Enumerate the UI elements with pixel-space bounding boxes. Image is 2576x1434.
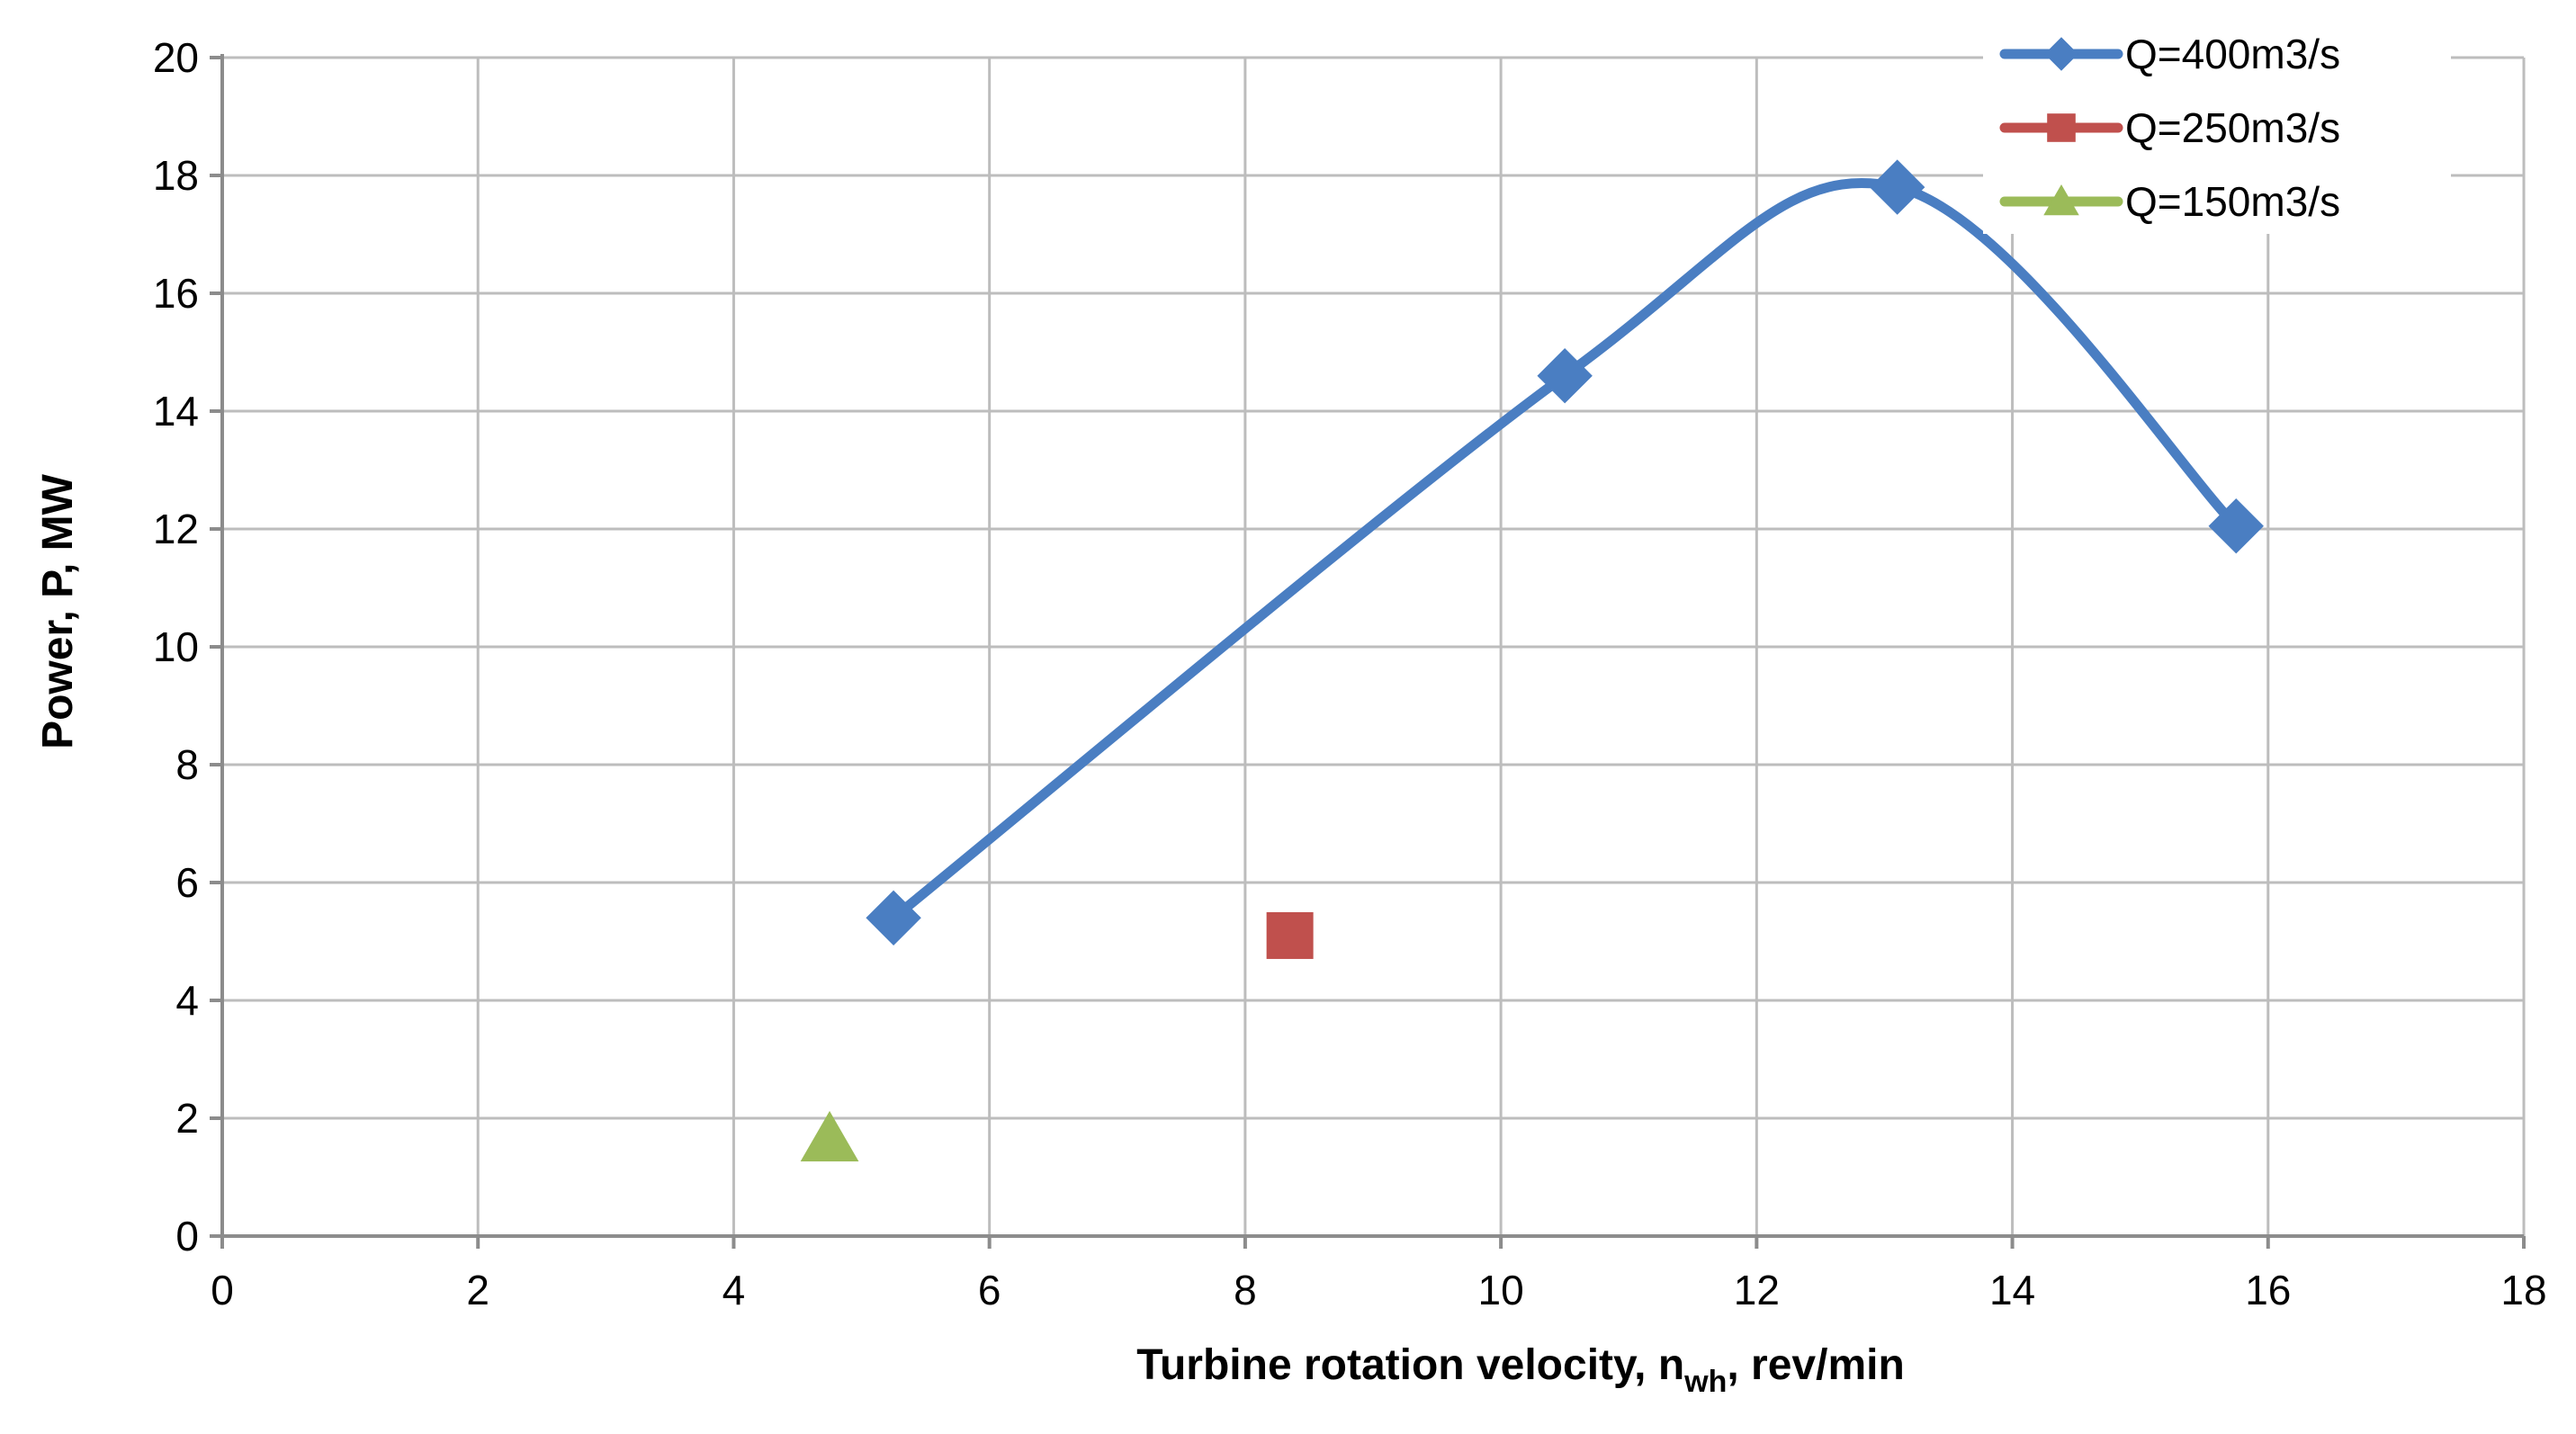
x-tick-label: 8 (1234, 1267, 1257, 1313)
y-tick-label: 6 (175, 859, 199, 906)
tick-labels: 0 2 4 6 8 10 12 14 16 18 20 0 2 4 6 8 10 12 14 16 18 (153, 34, 2547, 1313)
x-tick-label: 14 (1989, 1267, 2035, 1313)
data-point (1537, 347, 1593, 404)
legend: Q=400m3/s Q=250m3/s Q=150m3/s (1983, 22, 2451, 234)
y-tick-label: 16 (153, 270, 199, 317)
data-point (1869, 159, 1925, 215)
legend-label: Q=250m3/s (2125, 104, 2340, 151)
y-tick-label: 18 (153, 152, 199, 199)
x-tick-label: 4 (723, 1267, 746, 1313)
legend-item: Q=150m3/s (1999, 178, 2340, 225)
x-tick-label: 18 (2500, 1267, 2546, 1313)
legend-marker (2044, 37, 2078, 71)
axes (210, 54, 2526, 1249)
legend-marker (2047, 113, 2076, 142)
x-tick-label: 6 (978, 1267, 1001, 1313)
legend-label: Q=400m3/s (2125, 31, 2340, 77)
series-line (888, 178, 2241, 923)
data-point (2208, 498, 2264, 554)
data-point (800, 1110, 859, 1162)
series-3 (800, 1110, 859, 1162)
x-tick-label: 0 (211, 1267, 234, 1313)
y-tick-label: 4 (175, 977, 199, 1024)
legend-item: Q=400m3/s (1999, 31, 2340, 77)
series-1 (866, 159, 2264, 946)
y-tick-label: 2 (175, 1095, 199, 1142)
y-tick-label: 10 (153, 623, 199, 670)
x-axis-title: Turbine rotation velocity, nwh, rev/min (1136, 1341, 1905, 1399)
series-2 (1266, 911, 1314, 959)
y-tick-label: 12 (153, 506, 199, 552)
data-point (866, 890, 921, 946)
x-tick-label: 2 (466, 1267, 489, 1313)
legend-label: Q=150m3/s (2125, 178, 2340, 225)
y-axis-title: Power, P, MW (34, 473, 82, 749)
x-tick-label: 12 (1734, 1267, 1780, 1313)
series-layer (800, 159, 2264, 1162)
x-tick-label: 10 (1478, 1267, 1524, 1313)
legend-item: Q=250m3/s (1999, 104, 2340, 151)
legend-marker (2043, 184, 2079, 216)
y-tick-label: 0 (175, 1213, 199, 1259)
x-tick-label: 16 (2245, 1267, 2291, 1313)
y-tick-label: 14 (153, 388, 199, 435)
y-tick-label: 8 (175, 741, 199, 788)
y-tick-label: 20 (153, 34, 199, 81)
data-point (1266, 911, 1314, 959)
